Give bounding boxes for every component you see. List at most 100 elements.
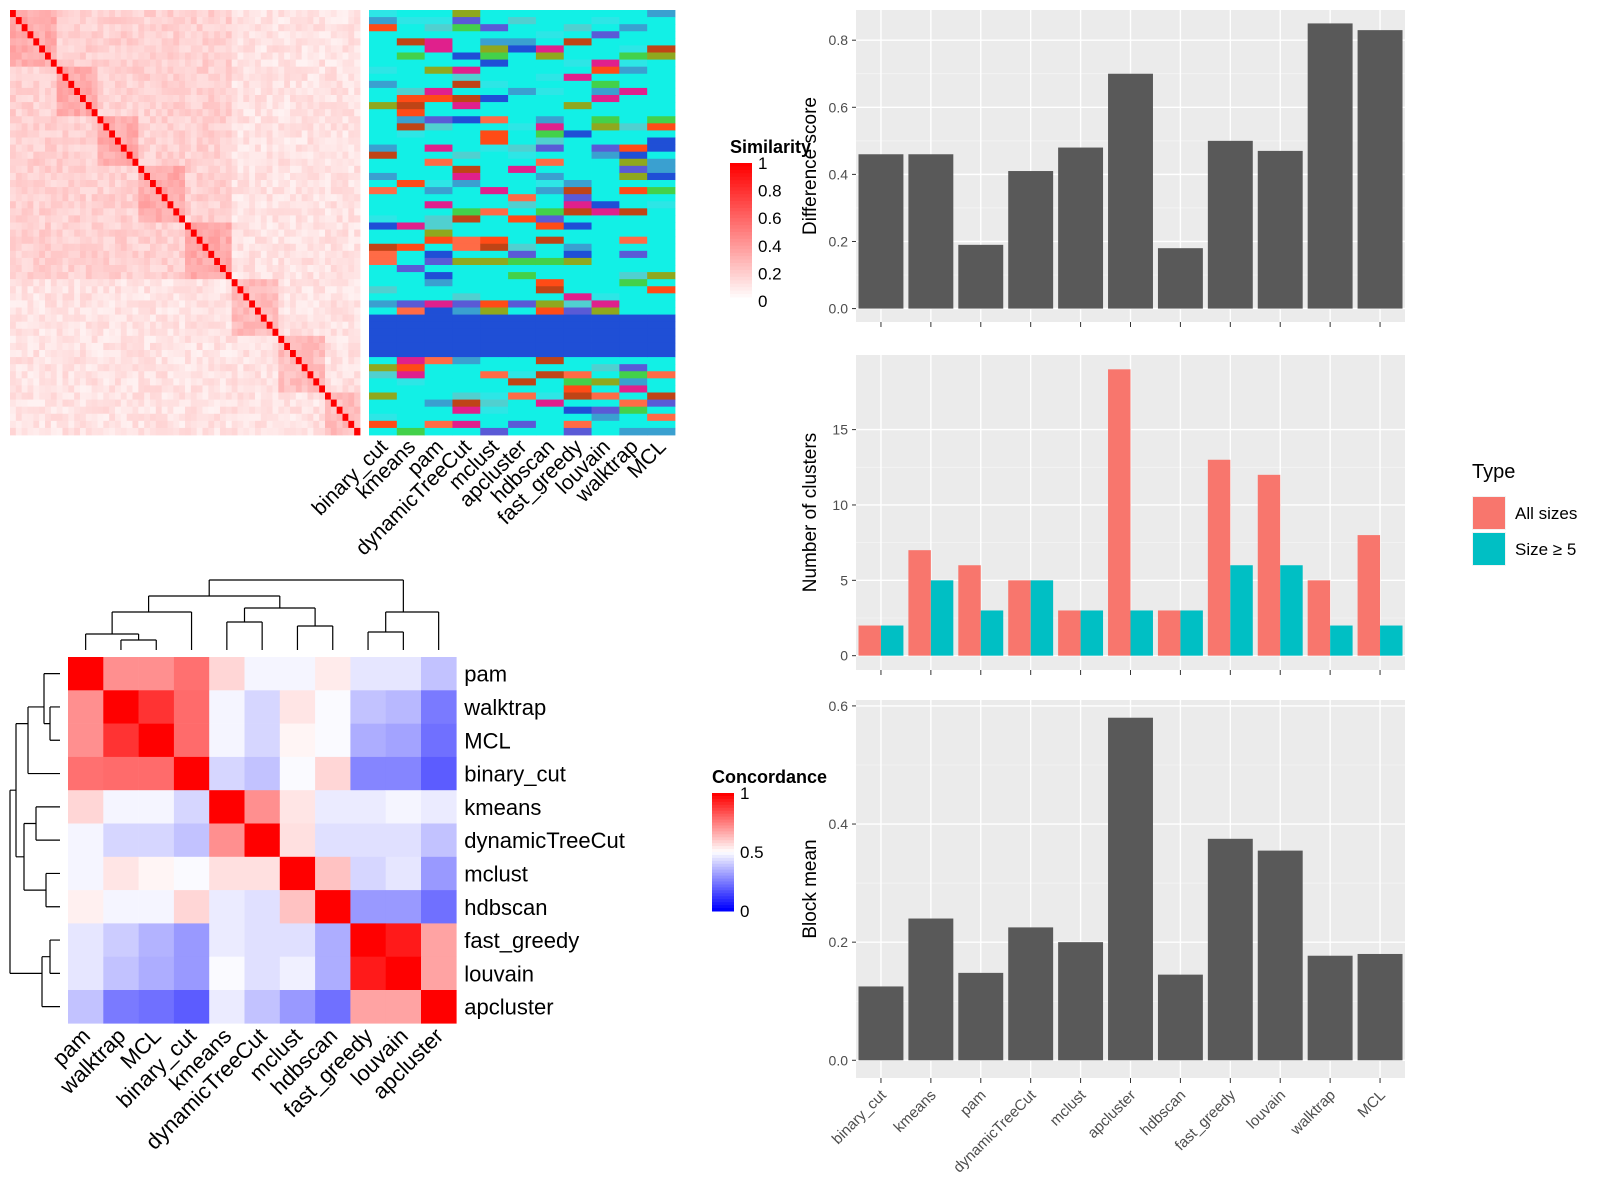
- cluster-annotation-cell: [563, 413, 592, 422]
- similarity-cell: [33, 194, 40, 202]
- similarity-cell: [295, 265, 303, 273]
- similarity-cell: [243, 392, 250, 400]
- similarity-cell: [185, 102, 192, 110]
- concordance-cell: [68, 956, 104, 991]
- similarity-cell: [342, 243, 349, 252]
- similarity-cell: [103, 406, 110, 415]
- similarity-cell: [126, 95, 133, 103]
- similarity-cell: [260, 137, 268, 145]
- similarity-cell: [255, 123, 262, 131]
- similarity-cell: [21, 300, 28, 308]
- similarity-cell: [325, 229, 332, 238]
- similarity-cell: [249, 144, 256, 153]
- cluster-annotation-cell: [563, 279, 592, 287]
- similarity-cell: [255, 144, 262, 153]
- similarity-cell: [225, 385, 233, 393]
- cluster-annotation-cell: [369, 87, 398, 96]
- similarity-cell: [80, 243, 87, 252]
- similarity-cell: [313, 385, 320, 393]
- similarity-cell: [74, 59, 81, 68]
- cluster-annotation-cell: [369, 222, 398, 230]
- similarity-cell: [225, 59, 233, 68]
- similarity-cell: [278, 265, 285, 273]
- cluster-annotation-cell: [619, 420, 648, 429]
- cluster-annotation-cell: [424, 137, 453, 145]
- similarity-cell: [80, 307, 87, 315]
- cluster-annotation-cell: [424, 109, 453, 117]
- similarity-cell: [10, 286, 17, 294]
- similarity-cell: [214, 257, 221, 266]
- similarity-cell: [97, 10, 104, 18]
- similarity-cell: [336, 215, 343, 223]
- similarity-cell: [27, 314, 34, 323]
- similarity-cell: [220, 10, 227, 18]
- similarity-cell: [45, 172, 52, 181]
- similarity-cell: [231, 130, 238, 138]
- concordance-cell: [350, 723, 386, 758]
- similarity-cell: [10, 52, 17, 60]
- similarity-cell: [45, 314, 52, 323]
- similarity-cell: [161, 300, 168, 308]
- similarity-cell: [249, 364, 256, 372]
- similarity-cell: [109, 413, 116, 422]
- similarity-cell: [144, 250, 151, 259]
- similarity-cell: [272, 243, 279, 252]
- similarity-cell: [126, 364, 133, 372]
- concordance-legend-gradient: [712, 875, 734, 880]
- similarity-cell: [21, 201, 28, 209]
- similarity-cell: [115, 413, 122, 422]
- cluster-annotation-cell: [424, 116, 453, 124]
- concordance-cell: [68, 856, 104, 891]
- x-tick-label: louvain: [1243, 1087, 1289, 1133]
- similarity-cell: [295, 392, 303, 400]
- similarity-cell: [278, 123, 285, 131]
- concordance-legend-gradient: [712, 866, 734, 871]
- similarity-cell: [325, 52, 332, 60]
- similarity-cell: [138, 364, 145, 372]
- similarity-cell: [330, 406, 338, 415]
- similarity-cell: [91, 420, 98, 429]
- similarity-cell: [150, 420, 157, 429]
- cluster-annotation-cell: [452, 123, 481, 131]
- cluster-annotation-cell: [563, 24, 592, 32]
- similarity-cell: [301, 328, 308, 337]
- similarity-cell: [348, 250, 355, 259]
- similarity-cell: [278, 151, 285, 160]
- similarity-cell: [150, 392, 157, 400]
- similarity-cell: [319, 222, 326, 230]
- similarity-cell: [301, 357, 308, 365]
- similarity-cell: [260, 272, 268, 280]
- cluster-annotation-cell: [508, 137, 537, 145]
- similarity-cell: [68, 307, 75, 315]
- similarity-cell: [278, 321, 285, 330]
- similarity-cell: [21, 38, 28, 46]
- similarity-cell: [80, 328, 87, 337]
- similarity-cell: [266, 95, 273, 103]
- similarity-cell: [266, 38, 273, 46]
- similarity-cell: [126, 378, 133, 386]
- similarity-cell: [179, 229, 186, 238]
- similarity-cell: [330, 201, 338, 209]
- similarity-cell: [330, 314, 338, 323]
- similarity-cell: [21, 66, 28, 75]
- similarity-cell: [225, 236, 233, 245]
- similarity-cell: [196, 222, 203, 230]
- similarity-cell: [15, 335, 23, 344]
- similarity-cell: [301, 73, 308, 82]
- similarity-cell: [91, 427, 98, 436]
- similarity-cell: [68, 328, 75, 337]
- similarity-cell: [190, 130, 198, 138]
- cluster-annotation-cell: [563, 144, 592, 153]
- similarity-cell: [196, 24, 203, 32]
- similarity-cell: [155, 314, 163, 323]
- similarity-cell: [231, 52, 238, 60]
- similarity-cell: [27, 66, 34, 75]
- similarity-cell: [196, 17, 203, 25]
- similarity-cell: [45, 250, 52, 259]
- concordance-cell: [279, 790, 316, 824]
- similarity-cell: [39, 109, 46, 117]
- similarity-cell: [33, 350, 40, 358]
- similarity-cell: [284, 80, 291, 89]
- similarity-cell: [167, 52, 174, 60]
- similarity-cell: [336, 144, 343, 153]
